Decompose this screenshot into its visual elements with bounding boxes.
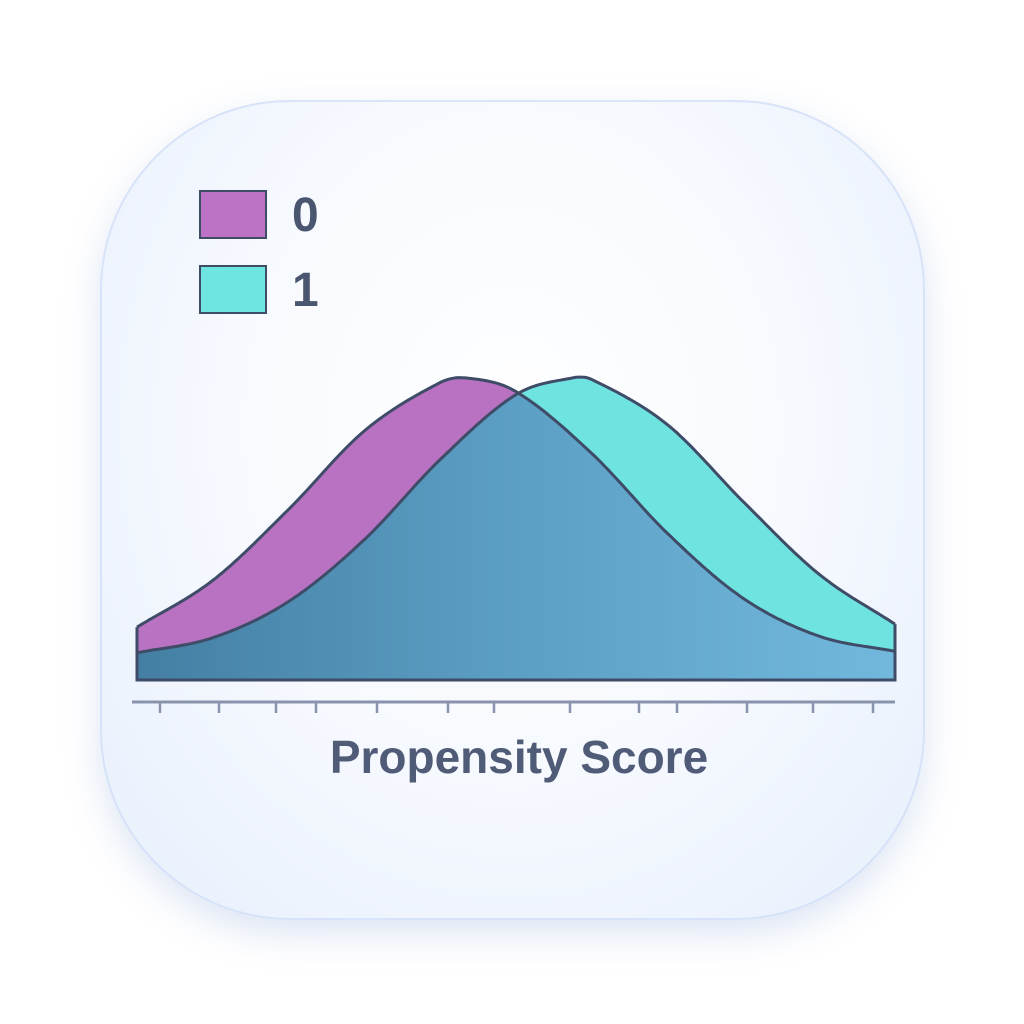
legend-label-1: 1: [292, 264, 319, 317]
overlap-area: [137, 393, 895, 680]
legend-swatch-0: [199, 190, 267, 239]
x-axis-label: Propensity Score: [329, 731, 709, 783]
density-line-1: [136, 375, 896, 655]
plot-baseline: [135, 624, 897, 682]
density-line-0: [136, 376, 896, 653]
legend-label-0: 0: [292, 189, 319, 242]
legend-swatch-1: [199, 265, 267, 314]
